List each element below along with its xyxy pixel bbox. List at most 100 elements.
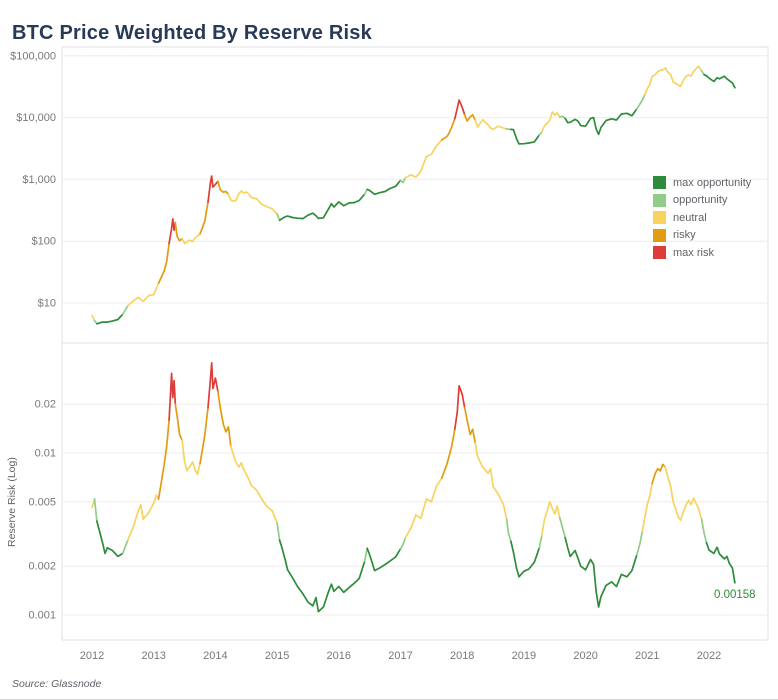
legend-label: neutral — [673, 211, 707, 224]
legend-label: max opportunity — [673, 176, 752, 189]
max-opportunity-swatch-icon — [653, 176, 666, 189]
neutral-swatch-icon — [653, 211, 666, 224]
btc-price-series-segment-y — [126, 282, 160, 307]
y-tick-label: $100 — [32, 236, 56, 248]
btc-price-series-segment-y — [91, 314, 96, 322]
legend-item-opportunity[interactable]: opportunity — [653, 193, 751, 207]
y-tick-label: $10,000 — [16, 112, 56, 124]
btc-price-series-segment-g — [278, 193, 366, 222]
btc-price-series-segment-y — [404, 139, 443, 179]
reserve-risk-series-segment-o — [199, 406, 209, 465]
x-tick-label: 2021 — [635, 650, 659, 662]
reserve-risk-plot-frame — [61, 342, 769, 641]
reserve-risk-series-segment-g — [510, 540, 541, 578]
legend-label: max risk — [673, 246, 714, 259]
reserve-risk-series-segment-lg — [363, 547, 369, 562]
btc-price-series-segment-o — [440, 117, 456, 141]
btc-price-panel: $100,000 $10,000 $1,000 $100 $10 — [10, 46, 769, 344]
reserve-risk-series-segment-lg — [121, 539, 129, 555]
x-tick-label: 2012 — [80, 650, 104, 662]
reserve-risk-series-segment-r — [207, 362, 219, 409]
reserve-risk-series-segment-g — [278, 539, 366, 613]
reserve-risk-series-segment-lg — [93, 498, 98, 522]
reserve-risk-series-segment-y — [641, 482, 654, 532]
x-tick-label: 2016 — [327, 650, 351, 662]
y-tick-label: 0.02 — [35, 399, 56, 411]
y-tick-label: 0.01 — [35, 448, 56, 460]
legend-item-max-risk[interactable]: max risk — [653, 246, 751, 259]
btc-price-series-segment-o — [217, 180, 230, 196]
y-tick-label: 0.001 — [28, 610, 56, 622]
btc-price-series-segment-y — [643, 65, 703, 96]
latest-reserve-risk-annotation: 0.00158 — [714, 589, 756, 601]
btc-price-series-segment-g — [366, 179, 402, 196]
reserve-risk-series-segment-g — [564, 536, 638, 608]
x-axis: 2012 2013 2014 2015 2016 2017 2018 2019 2020 2021… — [80, 650, 721, 662]
btc-price-series-segment-lg — [363, 188, 369, 195]
y-tick-label: $100,000 — [10, 50, 56, 62]
risky-swatch-icon — [653, 228, 666, 242]
x-tick-label: 2018 — [450, 650, 474, 662]
reserve-risk-series-segment-y — [229, 445, 278, 524]
btc-price-series-segment-lg — [276, 213, 281, 222]
legend-item-neutral[interactable]: neutral — [653, 211, 751, 224]
page-title: BTC Price Weighted By Reserve Risk — [12, 22, 372, 45]
btc-price-series-segment-o — [463, 113, 477, 122]
btc-price-series-segment-g — [703, 73, 736, 89]
btc-price-series-segment-o — [174, 221, 183, 242]
reserve-risk-series-segment-o — [157, 419, 170, 500]
legend-item-max-opportunity[interactable]: max opportunity — [653, 176, 751, 189]
legend-label: opportunity — [673, 194, 728, 206]
btc-price-series-segment-lg — [558, 115, 567, 120]
reserve-risk-series-segment-r — [168, 372, 177, 421]
btc-price-series-segment-g — [96, 313, 124, 325]
x-tick-label: 2019 — [512, 650, 536, 662]
y-tick-label: 0.002 — [28, 561, 56, 573]
btc-price-series-segment-y — [474, 118, 508, 131]
x-tick-label: 2020 — [573, 650, 597, 662]
x-tick-label: 2015 — [265, 650, 289, 662]
btc-price-series-segment-lg — [121, 304, 129, 316]
reserve-risk-series-segment-lg — [635, 530, 644, 556]
btc-price-series-segment-o — [157, 242, 170, 284]
reserve-risk-axis-title: Reserve Risk (Log) — [6, 457, 18, 548]
reserve-risk-series-segment-lg — [505, 518, 512, 543]
reserve-risk-series-segment-y — [540, 500, 561, 537]
opportunity-swatch-icon — [653, 193, 666, 207]
btc-price-series-segment-g — [564, 108, 638, 136]
max-risk-swatch-icon — [653, 246, 666, 259]
reserve-risk-series-segment-g — [705, 541, 736, 584]
btc-price-series-segment-r — [207, 175, 219, 203]
reserve-risk-series-segment-lg — [700, 518, 708, 544]
reserve-risk-series-segment-y — [181, 439, 201, 476]
reserve-risk-series-segment-lg — [276, 522, 281, 541]
reserve-risk-panel: 0.02 0.01 0.005 0.002 0.001 — [28, 342, 769, 641]
risk-zone-legend: max opportunity opportunity neutral risk… — [653, 176, 751, 259]
x-tick-label: 2013 — [141, 650, 165, 662]
source-attribution: Source: Glassnode — [12, 678, 102, 690]
reserve-risk-series-segment-y — [664, 466, 703, 522]
reserve-risk-series-segment-lg — [399, 536, 407, 550]
btc-price-series-segment-y — [181, 233, 201, 245]
reserve-risk-series-segment-g — [366, 547, 402, 572]
legend-item-risky[interactable]: risky — [653, 228, 751, 242]
btc-price-series-segment-g — [510, 128, 541, 145]
reserve-risk-series-segment-lg — [538, 534, 543, 549]
reserve-risk-series-segment-o — [651, 463, 667, 485]
reserve-risk-series-segment-o — [217, 390, 232, 448]
btc-price-series-segment-y — [227, 190, 278, 215]
y-tick-label: $10 — [38, 298, 56, 310]
reserve-risk-series-segment-y — [474, 442, 508, 521]
reserve-risk-series-segment-g — [96, 520, 124, 558]
x-tick-label: 2022 — [697, 650, 721, 662]
reserve-risk-series-segment-o — [440, 428, 456, 479]
y-tick-label: $1,000 — [22, 174, 56, 186]
btc-price-series-segment-lg — [399, 176, 407, 184]
btc-price-series-segment-o — [199, 201, 209, 235]
btc-price-series-segment-lg — [635, 93, 646, 110]
reserve-risk-series-segment-lg — [558, 516, 567, 539]
btc-price-series-segment-y — [540, 111, 561, 133]
x-tick-label: 2014 — [203, 650, 227, 662]
